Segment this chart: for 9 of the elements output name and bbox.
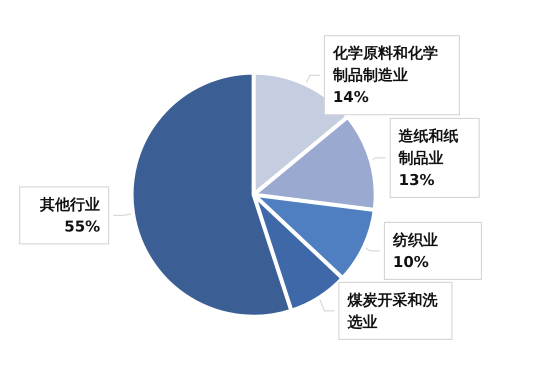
data-label: 55% (64, 217, 100, 236)
data-label: 10% (392, 252, 429, 271)
data-label: 13% (398, 170, 435, 189)
slice-label: 纺织业 (392, 230, 438, 249)
slice-label: 化学原料和化学制品制造业 (332, 44, 438, 84)
data-label: 14% (332, 88, 369, 106)
slice-label: 其他行业 (39, 195, 100, 214)
slice-label: 造纸和纸制品业 (398, 126, 459, 167)
slice-label: 煤炭开采和洗选业 (346, 290, 438, 331)
